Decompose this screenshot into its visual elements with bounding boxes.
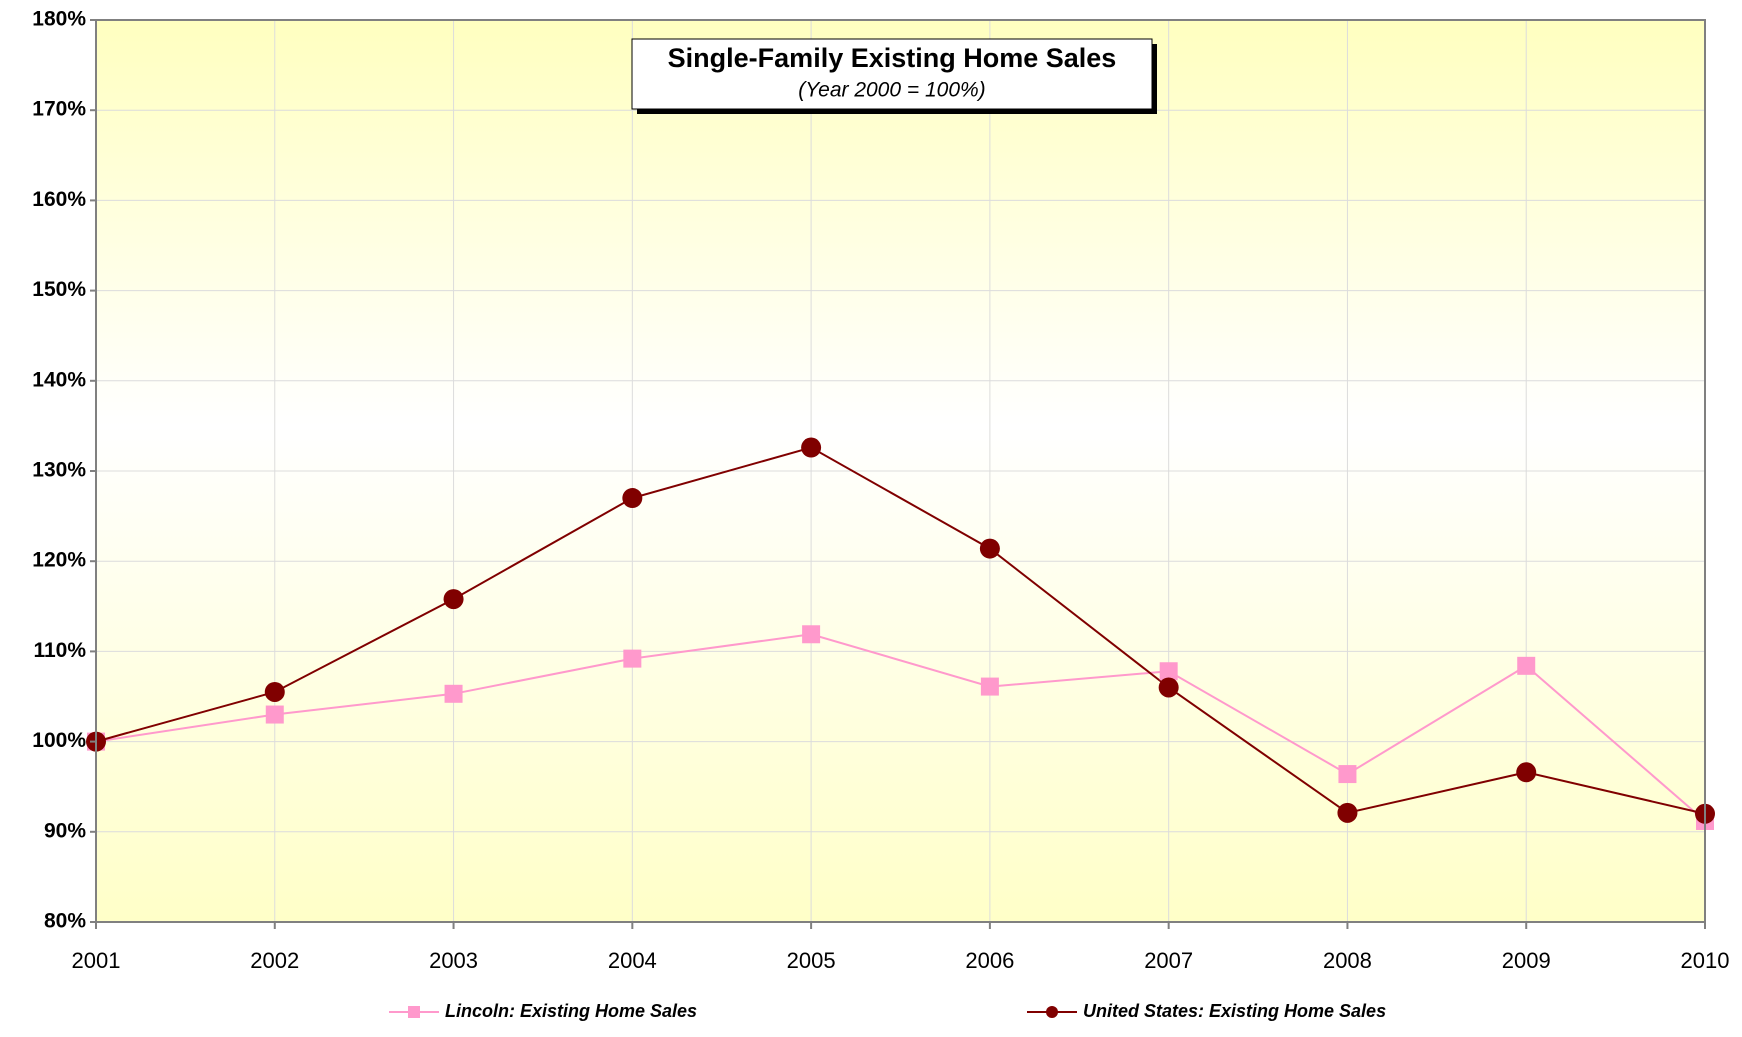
x-tick-label: 2009 (1502, 948, 1551, 973)
x-tick-label: 2001 (72, 948, 121, 973)
point (1516, 762, 1537, 783)
y-tick-label: 120% (32, 549, 86, 572)
point (801, 437, 822, 458)
series-line (95, 446, 1706, 815)
x-tick-label: 2006 (965, 948, 1014, 973)
point (623, 649, 642, 668)
x-tick-label: 2004 (608, 948, 657, 973)
point (265, 705, 284, 724)
point (802, 625, 821, 644)
point (980, 677, 999, 696)
y-tick-label: 90% (44, 819, 86, 842)
x-tick-label: 2005 (787, 948, 836, 973)
legend-label: Lincoln: Existing Home Sales (445, 1001, 697, 1021)
point (1337, 802, 1358, 823)
point (1158, 677, 1179, 698)
y-tick-label: 170% (32, 98, 86, 121)
y-tick-label: 80% (44, 910, 86, 933)
point (264, 681, 285, 702)
y-tick-label: 130% (32, 459, 86, 482)
point (979, 538, 1000, 559)
point (1046, 1006, 1058, 1018)
x-tick-label: 2008 (1323, 948, 1372, 973)
y-tick-label: 100% (32, 729, 86, 752)
legend-label: United States: Existing Home Sales (1083, 1001, 1386, 1021)
y-tick-label: 150% (32, 278, 86, 301)
title-box (631, 38, 1153, 110)
x-tick-label: 2003 (429, 948, 478, 973)
chart-subtitle: (Year 2000 = 100%) (798, 79, 985, 102)
point (1517, 656, 1536, 675)
point (443, 589, 464, 610)
chart-title: Single-Family Existing Home Sales (668, 43, 1117, 73)
series-layer (86, 437, 1715, 830)
point (622, 488, 643, 509)
x-tick-label: 2010 (1681, 948, 1730, 973)
point (444, 684, 463, 703)
y-tick-label: 180% (32, 8, 86, 31)
x-tick-label: 2007 (1144, 948, 1193, 973)
y-tick-label: 160% (32, 188, 86, 211)
point (1338, 765, 1357, 784)
point (408, 1006, 420, 1018)
y-tick-label: 140% (32, 368, 86, 391)
x-tick-label: 2002 (250, 948, 299, 973)
y-tick-label: 110% (33, 639, 86, 662)
point (1159, 662, 1178, 681)
series-line (95, 633, 1706, 822)
